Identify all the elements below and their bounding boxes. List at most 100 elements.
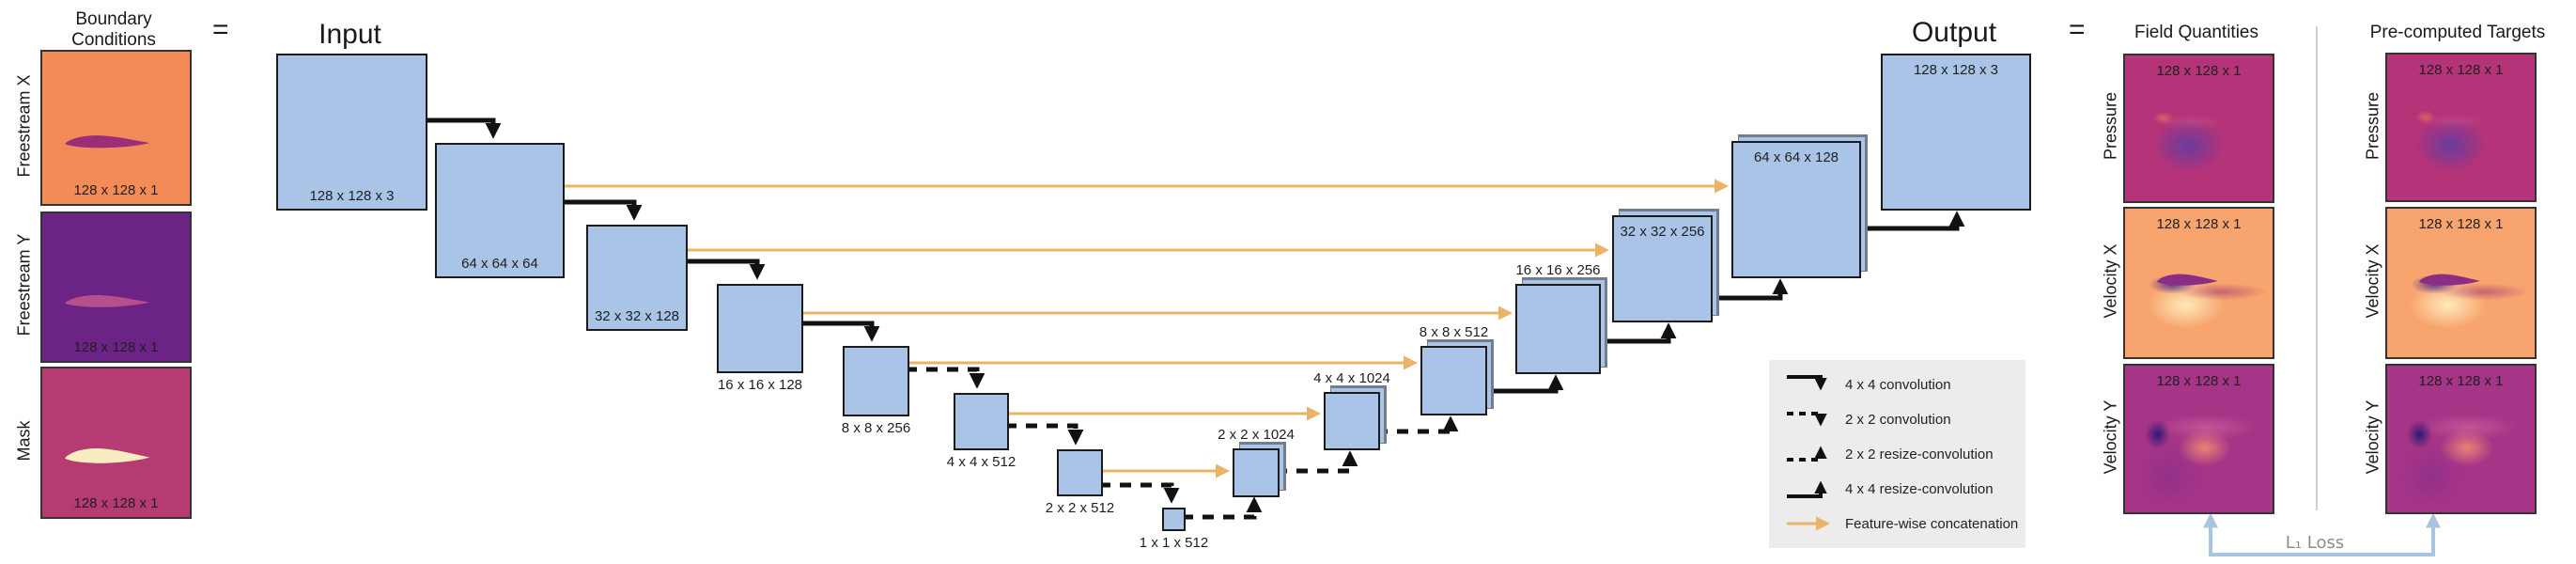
velocity-x-target-image: 128 x 128 x 1 xyxy=(2385,207,2537,359)
boundary-conditions-title: Boundary Conditions xyxy=(71,9,156,51)
target-velocity-y-label: Velocity Y xyxy=(2363,400,2382,475)
airfoil-shape xyxy=(2419,274,2481,286)
velocity-x-label: Velocity X xyxy=(2101,243,2120,319)
airfoil-shape xyxy=(65,135,150,149)
freestream-x-label: Freestream X xyxy=(14,74,34,178)
block-enc-2: 2 x 2 x 512 xyxy=(1046,449,1114,516)
legend-item-resize2x2: 2 x 2 resize-convolution xyxy=(1785,442,2025,466)
block-output: 128 x 128 x 3 xyxy=(1881,54,2031,211)
block-input: 128 x 128 x 3 xyxy=(276,54,427,211)
velocity-y-label: Velocity Y xyxy=(2101,400,2120,475)
block-dims: 128 x 128 x 3 xyxy=(1913,62,1999,78)
pressure-field-image: 128 x 128 x 1 xyxy=(2123,54,2274,203)
resize4x4-arrow-2 xyxy=(1597,322,1677,344)
block-dec-4: 4 x 4 x 1024 xyxy=(1313,370,1390,450)
freestream-x-image: 128 x 128 x 1 xyxy=(40,50,192,206)
equals-sign-left: = xyxy=(212,14,229,45)
block-dec-16: 16 x 16 x 256 xyxy=(1515,262,1601,374)
equals-sign-right: = xyxy=(2069,14,2086,45)
resize2x2-arrow-2 xyxy=(1276,450,1358,474)
airfoil-shape xyxy=(65,448,150,463)
mask-image: 128 x 128 x 1 xyxy=(40,367,192,519)
concat-arrow-icon xyxy=(1787,516,1830,531)
conv2x2-arrow-2 xyxy=(1005,423,1084,446)
conv4x4-arrow-2 xyxy=(561,199,643,221)
legend-label: 2 x 2 resize-convolution xyxy=(1845,446,1994,462)
conv4x4-arrow-icon xyxy=(1787,375,1827,391)
block-dec-32: 32 x 32 x 256 xyxy=(1612,215,1713,322)
velocity-y-field-image: 128 x 128 x 1 xyxy=(2123,364,2274,514)
legend-label: 4 x 4 resize-convolution xyxy=(1845,480,1994,497)
resize4x4-arrow-3 xyxy=(1709,278,1789,301)
legend: 4 x 4 convolution 2 x 2 convolution 2 x … xyxy=(1769,360,2025,548)
legend-item-conv4x4: 4 x 4 convolution xyxy=(1785,372,2025,397)
freestream-y-label: Freestream Y xyxy=(14,233,34,337)
conv2x2-arrow-3 xyxy=(1099,482,1180,504)
legend-item-resize4x4: 4 x 4 resize-convolution xyxy=(1785,477,2025,501)
pressure-target-image: 128 x 128 x 1 xyxy=(2385,53,2537,202)
velocity-y-target-image: 128 x 128 x 1 xyxy=(2385,364,2537,514)
image-dims: 128 x 128 x 1 xyxy=(2418,62,2504,78)
airfoil-shape xyxy=(65,294,150,307)
image-dims: 128 x 128 x 1 xyxy=(2156,373,2242,389)
block-dims: 32 x 32 x 128 xyxy=(594,308,680,324)
pressure-label: Pressure xyxy=(2101,91,2120,161)
legend-item-concat: Feature-wise concatenation xyxy=(1785,511,2025,536)
image-dims: 128 x 128 x 1 xyxy=(2418,373,2504,389)
block-dims: 8 x 8 x 512 xyxy=(1419,324,1489,340)
resize2x2-arrow-1 xyxy=(1182,496,1263,520)
block-dims: 8 x 8 x 256 xyxy=(841,420,911,436)
image-dims: 128 x 128 x 1 xyxy=(73,339,159,355)
output-title: Output xyxy=(1911,17,1997,48)
velocity-x-field-image: 128 x 128 x 1 xyxy=(2123,207,2274,359)
block-dims: 64 x 64 x 64 xyxy=(461,256,538,272)
legend-label: 2 x 2 convolution xyxy=(1845,411,1951,428)
loss-bracket xyxy=(2203,512,2441,556)
resize4x4-arrow-icon xyxy=(1787,480,1827,498)
l1-loss-label: L₁ Loss xyxy=(2285,533,2345,553)
block-dims: 4 x 4 x 512 xyxy=(946,454,1016,470)
target-pressure-label: Pressure xyxy=(2363,91,2382,161)
image-dims: 128 x 128 x 1 xyxy=(73,182,159,198)
resize2x2-arrow-3 xyxy=(1376,415,1459,434)
block-enc-16: 16 x 16 x 128 xyxy=(717,284,803,393)
conv4x4-arrow-4 xyxy=(799,321,880,342)
block-enc-64: 64 x 64 x 64 xyxy=(435,143,565,278)
input-title: Input xyxy=(318,19,381,50)
block-bottleneck-1: 1 x 1 x 512 xyxy=(1140,508,1208,551)
conv4x4-arrow-3 xyxy=(684,258,766,280)
airfoil-shape xyxy=(2157,274,2219,286)
block-dims: 128 x 128 x 3 xyxy=(309,188,395,204)
image-dims: 128 x 128 x 1 xyxy=(73,495,159,511)
conv2x2-arrow-icon xyxy=(1787,412,1827,427)
mask-label: Mask xyxy=(14,420,34,462)
image-dims: 128 x 128 x 1 xyxy=(2418,216,2504,232)
block-dims: 64 x 64 x 128 xyxy=(1753,149,1839,165)
block-enc-8: 8 x 8 x 256 xyxy=(842,346,910,436)
legend-label: 4 x 4 convolution xyxy=(1845,376,1951,393)
legend-item-conv2x2: 2 x 2 convolution xyxy=(1785,407,2025,431)
resize4x4-arrow-1 xyxy=(1483,374,1564,394)
block-dims: 16 x 16 x 256 xyxy=(1515,262,1601,278)
target-velocity-x-label: Velocity X xyxy=(2363,243,2382,319)
block-dec-2: 2 x 2 x 1024 xyxy=(1218,427,1295,497)
column-divider xyxy=(2316,26,2318,510)
block-dec-64: 64 x 64 x 128 xyxy=(1731,141,1861,278)
legend-label: Feature-wise concatenation xyxy=(1845,515,2019,532)
block-dims: 1 x 1 x 512 xyxy=(1139,535,1209,551)
resize4x4-arrow-4 xyxy=(1857,211,1965,231)
resize2x2-arrow-icon xyxy=(1787,446,1827,462)
image-dims: 128 x 128 x 1 xyxy=(2156,216,2242,232)
precomputed-targets-title: Pre-computed Targets xyxy=(2369,23,2546,42)
image-dims: 128 x 128 x 1 xyxy=(2156,63,2242,79)
block-dims: 16 x 16 x 128 xyxy=(717,377,803,393)
field-quantities-title: Field Quantities xyxy=(2134,23,2258,42)
block-enc-4: 4 x 4 x 512 xyxy=(947,393,1016,470)
block-dims: 2 x 2 x 1024 xyxy=(1218,427,1295,443)
block-dims: 32 x 32 x 256 xyxy=(1620,224,1705,240)
block-dims: 2 x 2 x 512 xyxy=(1045,500,1115,516)
block-dec-8: 8 x 8 x 512 xyxy=(1420,324,1488,415)
conv4x4-arrow-1 xyxy=(424,118,502,139)
